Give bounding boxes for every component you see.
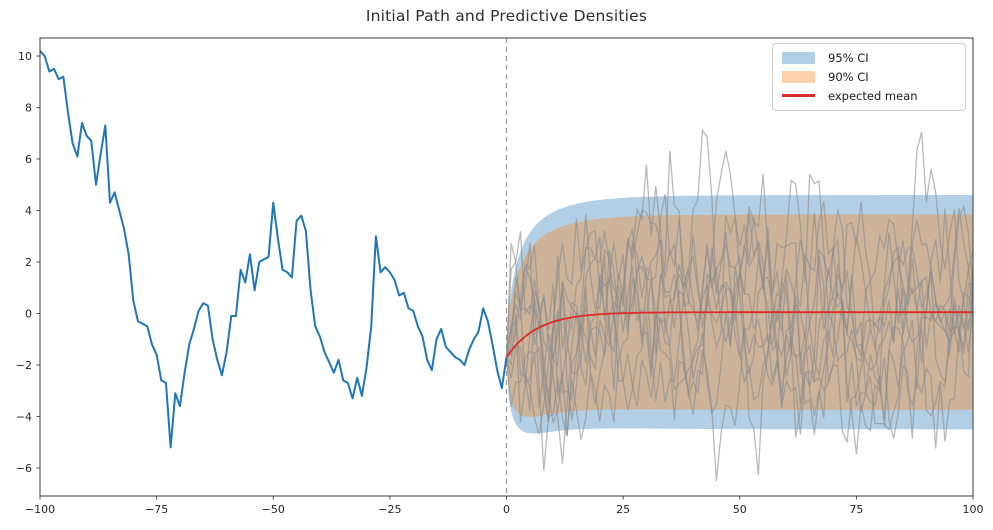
ci-95-swatch (782, 52, 815, 65)
x-tick-label: 100 (963, 503, 984, 516)
legend-label-95ci: 95% CI (828, 51, 869, 66)
legend-item-95ci: 95% CI (782, 49, 957, 68)
sample-path (505, 150, 973, 455)
x-tick-label: 75 (849, 503, 863, 516)
sample-path (505, 236, 973, 476)
legend: 95% CI 90% CI expected mean (772, 43, 966, 111)
legend-label-90ci: 90% CI (828, 70, 869, 84)
sample-path (505, 231, 973, 438)
x-tick-label: −50 (262, 503, 285, 516)
y-tick-label: 6 (25, 153, 32, 166)
ci-90-swatch (782, 71, 815, 83)
x-tick-label: −100 (25, 503, 55, 516)
legend-item-90ci: 90% CI (782, 68, 957, 87)
x-tick-label: −75 (145, 503, 168, 516)
x-tick-label: 50 (733, 503, 747, 516)
y-tick-label: 10 (18, 50, 32, 63)
sample-path (505, 150, 973, 449)
x-tick-label: −25 (378, 503, 401, 516)
expected-mean-swatch (782, 94, 815, 97)
x-tick-label: 25 (616, 503, 630, 516)
y-tick-label: 0 (25, 307, 32, 320)
legend-label-expected-mean: expected mean (828, 88, 918, 103)
expected-mean-line (505, 311, 973, 358)
x-tick-label: 0 (503, 503, 510, 516)
ci-90-band (506, 214, 973, 417)
sample-path (505, 207, 973, 440)
chart-title: Initial Path and Predictive Densities (365, 7, 648, 25)
y-tick-label: 4 (25, 204, 32, 217)
y-tick-label: −4 (16, 410, 32, 423)
sample-path (505, 131, 973, 432)
y-tick-label: 2 (25, 256, 32, 269)
y-tick-label: −6 (16, 462, 32, 475)
historical-path-line (40, 50, 508, 449)
y-tick-label: 8 (25, 102, 32, 115)
sample-path (506, 194, 973, 482)
y-tick-label: −2 (16, 359, 32, 372)
legend-item-expected-mean: expected mean (782, 86, 957, 105)
